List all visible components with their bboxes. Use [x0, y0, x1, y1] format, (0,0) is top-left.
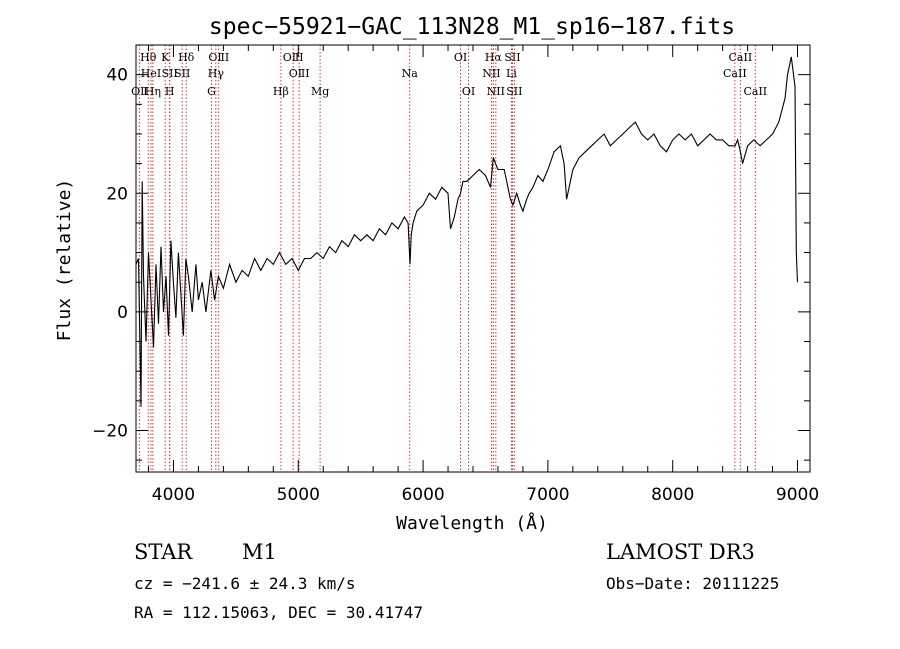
marker-label: SII — [174, 67, 190, 80]
x-tick-label: 6000 — [401, 485, 444, 505]
marker-label: CaII — [723, 67, 747, 80]
spectrum-line — [135, 56, 799, 407]
marker-label: OI — [462, 85, 475, 98]
marker-label: Na — [402, 67, 419, 80]
marker-label: Li — [506, 67, 517, 80]
marker-label: G — [207, 85, 216, 98]
marker-label: H — [165, 85, 175, 98]
x-axis-label: Wavelength (Å) — [396, 512, 548, 534]
survey-name: LAMOST DR3 — [606, 540, 755, 564]
x-tick-label: 4000 — [152, 485, 195, 505]
object-subclass: M1 — [242, 540, 277, 564]
marker-label: Hβ — [273, 85, 289, 98]
marker-label: Hδ — [178, 51, 195, 64]
axis-ticks: 4000 5000 6000 7000 8000 9000 −20 0 20 40 — [92, 44, 819, 505]
object-class: STAR — [134, 540, 193, 564]
y-tick-label: 0 — [117, 303, 128, 323]
marker-label: CaII — [729, 51, 753, 64]
y-axis-label: Flux (relative) — [54, 179, 75, 342]
plot-frame — [135, 44, 811, 473]
y-tick-label: 20 — [106, 184, 128, 204]
marker-label: OⅡ — [131, 85, 148, 98]
y-tick-label: 40 — [106, 66, 128, 86]
marker-label: Hα — [485, 51, 503, 64]
marker-label: Hθ — [140, 51, 157, 64]
marker-label: NII — [482, 67, 500, 80]
marker-label: SII — [506, 85, 522, 98]
x-tick-label: 8000 — [651, 485, 694, 505]
marker-label: CaII — [743, 85, 767, 98]
marker-label: Hη — [145, 85, 161, 98]
marker-label: Mg — [311, 85, 329, 98]
x-tick-label: 7000 — [526, 485, 569, 505]
marker-label: OⅡI — [208, 51, 229, 64]
marker-label: HeI — [141, 67, 161, 80]
marker-label: OI — [454, 51, 467, 64]
coordinates: RA = 112.15063, DEC = 30.41747 — [134, 603, 423, 622]
x-tick-label: 9000 — [776, 485, 819, 505]
redshift-velocity: cz = −241.6 ± 24.3 km/s — [134, 574, 356, 593]
marker-label: NII — [487, 85, 505, 98]
observation-date: Obs−Date: 20111225 — [606, 574, 780, 593]
y-tick-label: −20 — [92, 421, 128, 441]
marker-label: SII — [504, 51, 520, 64]
marker-label: Hγ — [208, 67, 225, 80]
x-tick-label: 5000 — [277, 485, 320, 505]
chart-title: spec−55921−GAC_113N28_M1_sp16−187.fits — [209, 14, 735, 40]
marker-label: OⅡI — [283, 51, 304, 64]
marker-label: OⅡI — [289, 67, 310, 80]
marker-label: K — [161, 51, 170, 64]
